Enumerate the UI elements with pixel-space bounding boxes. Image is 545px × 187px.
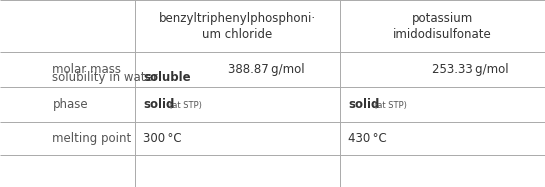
Text: 388.87 g/mol: 388.87 g/mol xyxy=(227,63,304,76)
Text: 300 °C: 300 °C xyxy=(143,132,181,145)
Text: molar mass: molar mass xyxy=(52,63,122,76)
Text: solubility in water: solubility in water xyxy=(52,71,158,84)
Text: (at STP): (at STP) xyxy=(374,100,407,110)
Text: soluble: soluble xyxy=(143,71,191,84)
Text: solid: solid xyxy=(348,98,379,111)
Text: solid: solid xyxy=(143,98,174,111)
Text: (at STP): (at STP) xyxy=(169,100,202,110)
Text: potassium
imidodisulfonate: potassium imidodisulfonate xyxy=(393,11,492,41)
Text: benzyltriphenylphosphoni·
um chloride: benzyltriphenylphosphoni· um chloride xyxy=(159,11,316,41)
Text: melting point: melting point xyxy=(52,132,132,145)
Text: phase: phase xyxy=(52,98,88,111)
Text: 430 °C: 430 °C xyxy=(348,132,387,145)
Text: 253.33 g/mol: 253.33 g/mol xyxy=(433,63,509,76)
